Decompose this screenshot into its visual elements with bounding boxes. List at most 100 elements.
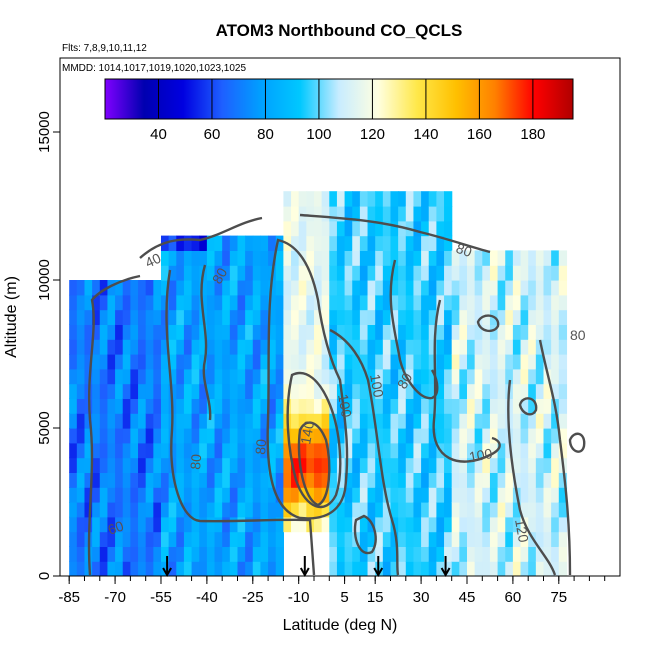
heatmap-cell bbox=[222, 354, 231, 370]
heatmap-cell bbox=[497, 354, 506, 370]
heatmap-cell bbox=[421, 383, 430, 399]
heatmap-cell bbox=[336, 502, 346, 518]
colorbar-tick-label: 40 bbox=[150, 126, 167, 143]
heatmap-cell bbox=[543, 531, 552, 547]
heatmap-cell bbox=[359, 457, 369, 473]
heatmap-cell bbox=[390, 531, 399, 547]
heatmap-cell bbox=[214, 561, 223, 576]
heatmap-cell bbox=[168, 502, 177, 518]
y-tick-label: 15000 bbox=[36, 111, 53, 153]
heatmap-cell bbox=[122, 472, 131, 488]
heatmap-cell bbox=[558, 487, 568, 503]
heatmap-cell bbox=[183, 472, 193, 488]
heatmap-cell bbox=[206, 398, 216, 414]
heatmap-cell bbox=[191, 457, 200, 473]
heatmap-cell bbox=[214, 546, 223, 562]
heatmap-cell bbox=[405, 339, 415, 355]
heatmap-cell bbox=[551, 339, 560, 355]
heatmap-cell bbox=[390, 280, 399, 296]
heatmap-cell bbox=[535, 250, 545, 266]
heatmap-cell bbox=[260, 442, 269, 459]
heatmap-cell bbox=[382, 398, 392, 414]
heatmap-cell bbox=[543, 442, 552, 459]
heatmap-cell bbox=[444, 502, 453, 518]
heatmap-cell bbox=[245, 428, 254, 444]
heatmap-cell bbox=[160, 324, 170, 340]
heatmap-cell bbox=[199, 502, 208, 518]
heatmap-cell bbox=[551, 487, 560, 503]
heatmap-cell bbox=[451, 457, 460, 473]
heatmap-cell bbox=[535, 280, 545, 296]
heatmap-cell bbox=[436, 383, 445, 399]
heatmap-cell bbox=[168, 546, 177, 562]
heatmap-cell bbox=[76, 280, 86, 296]
heatmap-cell bbox=[107, 398, 116, 414]
heatmap-cell bbox=[237, 235, 246, 251]
heatmap-cell bbox=[168, 442, 177, 459]
heatmap-cell bbox=[313, 487, 323, 503]
heatmap-cell bbox=[405, 561, 415, 576]
heatmap-cell bbox=[558, 324, 568, 340]
heatmap-cell bbox=[260, 398, 269, 414]
heatmap-cell bbox=[466, 487, 476, 503]
heatmap-cell bbox=[497, 472, 506, 488]
heatmap-cell bbox=[69, 398, 78, 414]
heatmap-cell bbox=[291, 309, 300, 325]
heatmap-cell bbox=[160, 265, 170, 281]
heatmap-cell bbox=[421, 472, 430, 488]
heatmap-cell bbox=[329, 413, 338, 429]
heatmap-cell bbox=[367, 294, 376, 311]
heatmap-cell bbox=[92, 457, 101, 473]
heatmap-cell bbox=[535, 324, 545, 340]
heatmap-cell bbox=[222, 250, 231, 266]
heatmap-cell bbox=[551, 502, 560, 518]
heatmap-cell bbox=[398, 428, 407, 444]
heatmap-cell bbox=[451, 546, 460, 562]
heatmap-cell bbox=[107, 280, 116, 296]
heatmap-cell bbox=[558, 250, 568, 266]
heatmap-cell bbox=[160, 354, 170, 370]
heatmap-cell bbox=[551, 309, 560, 325]
heatmap-cell bbox=[336, 546, 346, 562]
heatmap-cell bbox=[160, 442, 170, 459]
dates-subtitle: MMDD: 1014,1017,1019,1020,1023,1025 bbox=[62, 63, 246, 74]
heatmap-cell bbox=[245, 339, 254, 355]
heatmap-cell bbox=[390, 398, 399, 414]
heatmap-cell bbox=[336, 531, 346, 547]
heatmap-cell bbox=[329, 206, 338, 222]
heatmap-cell bbox=[252, 368, 262, 385]
heatmap-cell bbox=[130, 487, 139, 503]
heatmap-cell bbox=[336, 324, 346, 340]
heatmap-cell bbox=[168, 368, 177, 385]
heatmap-cell bbox=[275, 354, 284, 370]
heatmap-cell bbox=[214, 487, 223, 503]
heatmap-cell bbox=[145, 442, 154, 459]
heatmap-cell bbox=[413, 206, 422, 222]
heatmap-cell bbox=[298, 502, 307, 518]
heatmap-cell bbox=[275, 250, 284, 266]
heatmap-cell bbox=[291, 280, 300, 296]
heatmap-cell bbox=[298, 280, 307, 296]
heatmap-cell bbox=[183, 250, 193, 266]
heatmap-cell bbox=[528, 383, 537, 399]
heatmap-cell bbox=[191, 294, 200, 311]
heatmap-cell bbox=[543, 383, 552, 399]
heatmap-cell bbox=[535, 309, 545, 325]
heatmap-cell bbox=[69, 442, 78, 459]
heatmap-cell bbox=[183, 339, 193, 355]
heatmap-cell bbox=[275, 398, 284, 414]
heatmap-cell bbox=[497, 487, 506, 503]
heatmap-cell bbox=[405, 294, 415, 311]
heatmap-cell bbox=[512, 546, 522, 562]
heatmap-cell bbox=[497, 531, 506, 547]
heatmap-cell bbox=[551, 442, 560, 459]
heatmap-cell bbox=[398, 235, 407, 251]
heatmap-cell bbox=[505, 280, 514, 296]
heatmap-cell bbox=[390, 354, 399, 370]
heatmap-cell bbox=[245, 487, 254, 503]
contour-label-80d: 80 bbox=[454, 240, 474, 260]
heatmap-cell bbox=[336, 191, 346, 207]
heatmap-cell bbox=[352, 206, 361, 222]
heatmap-cell bbox=[76, 398, 86, 414]
heatmap-cell bbox=[313, 265, 323, 281]
